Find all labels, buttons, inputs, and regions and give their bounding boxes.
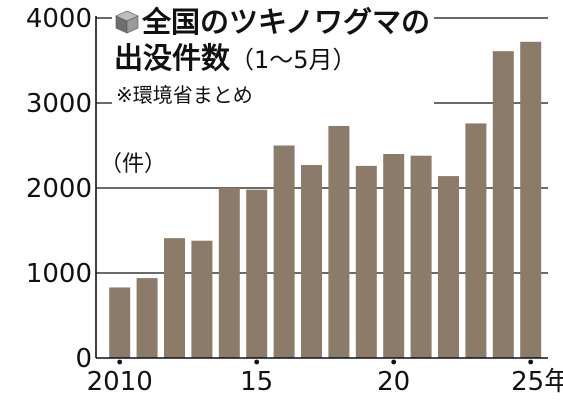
x-tick-mark-2025: [528, 359, 534, 365]
bar-2022: [438, 176, 459, 358]
bar-2016: [273, 145, 295, 358]
y-tick-label-3000: 3000: [26, 89, 92, 119]
bar-2012: [164, 238, 185, 358]
bar-2011: [136, 278, 158, 358]
title-line-2: 出没件数（1～5月）: [114, 40, 430, 78]
chart-title: 全国のツキノワグマの: [142, 5, 430, 39]
bar-2014: [218, 188, 240, 358]
source-note: ※環境省まとめ: [116, 83, 253, 107]
bar-2020: [383, 154, 405, 358]
x-tick-label-2020: 20: [377, 367, 410, 397]
bar-2021: [410, 155, 432, 358]
bar-2015: [246, 189, 268, 358]
bar-2017: [301, 165, 322, 358]
bar-2013: [191, 240, 213, 358]
title-line-1: 全国のツキノワグマの: [114, 4, 430, 40]
y-axis-ticks: 0 1000 2000 3000 4000: [26, 4, 92, 374]
bars: [109, 41, 542, 359]
y-tick-label-2000: 2000: [26, 174, 92, 204]
bar-2010: [109, 287, 131, 358]
x-tick-label-2010: 2010: [87, 367, 153, 397]
x-tick-label-2015: 15: [240, 367, 273, 397]
title-block: 全国のツキノワグマの 出没件数（1～5月） ※環境省まとめ: [112, 4, 434, 108]
x-tick-mark-2015: [254, 359, 260, 365]
bar-2019: [355, 165, 377, 358]
x-axis-ticks: 2010 15 20 25年: [87, 359, 563, 397]
y-tick-label-1000: 1000: [26, 259, 92, 289]
bar-2025: [520, 41, 542, 359]
y-axis-unit: （件）: [100, 152, 167, 177]
cube-icon: [115, 10, 139, 34]
chart-title-main: 出没件数: [114, 41, 231, 75]
bar-2018: [328, 125, 350, 358]
chart-period: （1～5月）: [230, 46, 357, 74]
y-tick-label-4000: 4000: [26, 4, 92, 34]
x-tick-mark-2010: [117, 359, 123, 365]
x-tick-label-2025: 25年: [511, 367, 563, 397]
axes: [95, 16, 548, 359]
y-tick-label-0: 0: [75, 344, 92, 374]
bar-2023: [465, 123, 487, 359]
x-tick-mark-2020: [391, 359, 397, 365]
bar-2024: [492, 51, 514, 359]
